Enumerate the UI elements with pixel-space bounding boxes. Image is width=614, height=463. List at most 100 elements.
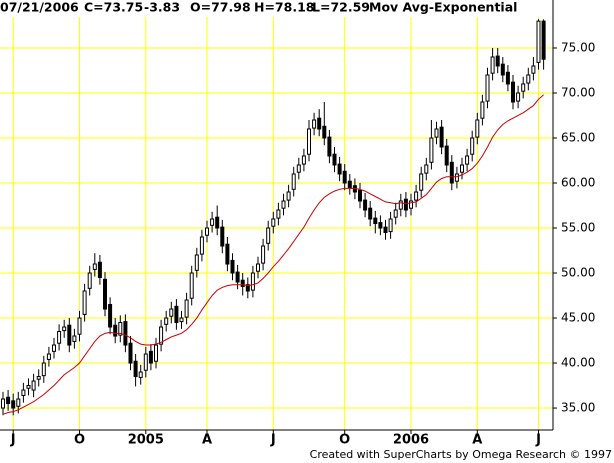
candle-body (424, 164, 429, 174)
candle-body (521, 83, 526, 92)
candle-body (62, 326, 67, 332)
candle-body (526, 74, 531, 84)
candle-body (169, 308, 174, 317)
candle-body (536, 20, 541, 63)
candle-body (108, 304, 113, 328)
candle-body (393, 209, 398, 218)
candle-body (57, 331, 62, 344)
candle-body (327, 136, 332, 157)
candle-body (245, 284, 250, 292)
candle-body (189, 272, 194, 299)
marks (1, 19, 546, 416)
candle-body (276, 209, 281, 219)
x-tick-label: A (472, 433, 482, 448)
candle-body (429, 137, 434, 163)
candle-body (225, 243, 230, 265)
candle-body (465, 155, 470, 165)
candle-body (266, 227, 271, 244)
candle-body (133, 360, 138, 378)
candle-body (281, 200, 286, 209)
candle-body (347, 180, 352, 189)
candle-body (449, 161, 454, 184)
candle-body (6, 396, 11, 405)
candle-body (31, 380, 36, 391)
candle-body (97, 261, 102, 279)
x-tick-label: 2006 (393, 433, 429, 448)
candle-body (159, 326, 164, 345)
candle-body (495, 55, 500, 67)
candle-body (128, 342, 133, 364)
candle-body (113, 324, 118, 337)
header-close: C=73.75 (84, 0, 143, 15)
y-tick-label: 45.00 (561, 311, 595, 325)
x-tick-label: J (270, 433, 276, 448)
candle-body (46, 353, 51, 360)
candle-body (301, 155, 306, 165)
candle-body (82, 290, 87, 315)
candle-body (67, 324, 72, 346)
candle-body (103, 278, 107, 310)
candle-body (205, 227, 209, 236)
candle-body (388, 218, 393, 233)
candle-body (444, 145, 449, 166)
candle-body (398, 200, 403, 210)
candle-body (11, 400, 16, 409)
candle-body (419, 173, 424, 191)
candle-body (470, 137, 475, 155)
candle-body (322, 125, 327, 139)
candle-body (500, 63, 505, 76)
candle-body (480, 101, 485, 119)
candle-body (460, 164, 464, 173)
header-open: O=77.98 (190, 0, 251, 15)
candle-body (77, 317, 82, 335)
header-indicator: Mov Avg-Exponential (369, 0, 517, 15)
candle-body (490, 56, 495, 74)
candle-body (1, 398, 5, 409)
candle-body (363, 199, 368, 211)
candle-body (184, 299, 189, 318)
candle-body (118, 322, 123, 336)
candle-body (358, 189, 362, 202)
footer: Created with SuperCharts by Omega Resear… (310, 448, 612, 461)
header-date: 07/21/2006 (0, 0, 79, 15)
candle-body (36, 376, 41, 380)
candle-body (332, 153, 337, 166)
y-tick-label: 55.00 (561, 221, 595, 235)
candle-body (505, 71, 510, 85)
candle-body (123, 321, 128, 346)
candle-body (174, 305, 179, 324)
candle-body (296, 164, 301, 173)
candle-body (240, 279, 245, 288)
header-low: L=72.59 (312, 0, 370, 15)
candle-body (164, 317, 169, 325)
candle-body (215, 216, 220, 229)
candle-body (403, 198, 408, 211)
y-tick-label: 70.00 (561, 85, 595, 99)
candle-body (511, 81, 515, 103)
candle-body (194, 254, 199, 271)
candle-body (541, 20, 546, 60)
candle-body (368, 207, 373, 220)
candle-body (235, 271, 240, 283)
candle-body (16, 398, 21, 407)
candle-body (485, 74, 490, 102)
candle-body (87, 272, 92, 289)
candle-body (516, 92, 521, 102)
x-tick-label: J (10, 433, 16, 448)
candle-body (230, 259, 235, 274)
candle-body (92, 263, 97, 270)
candle-body (373, 217, 378, 225)
moving-average-line (2, 94, 544, 415)
candle-body (409, 200, 413, 209)
candle-body (41, 362, 46, 377)
candle-body (52, 344, 56, 352)
candle-body (199, 236, 204, 255)
y-tick-label: 65.00 (561, 130, 595, 144)
candle-body (138, 371, 143, 378)
candle-body (210, 218, 215, 226)
candle-body (342, 170, 347, 184)
y-tick-label: 75.00 (561, 40, 595, 54)
header-background (0, 0, 614, 17)
y-tick-label: 60.00 (561, 175, 595, 189)
